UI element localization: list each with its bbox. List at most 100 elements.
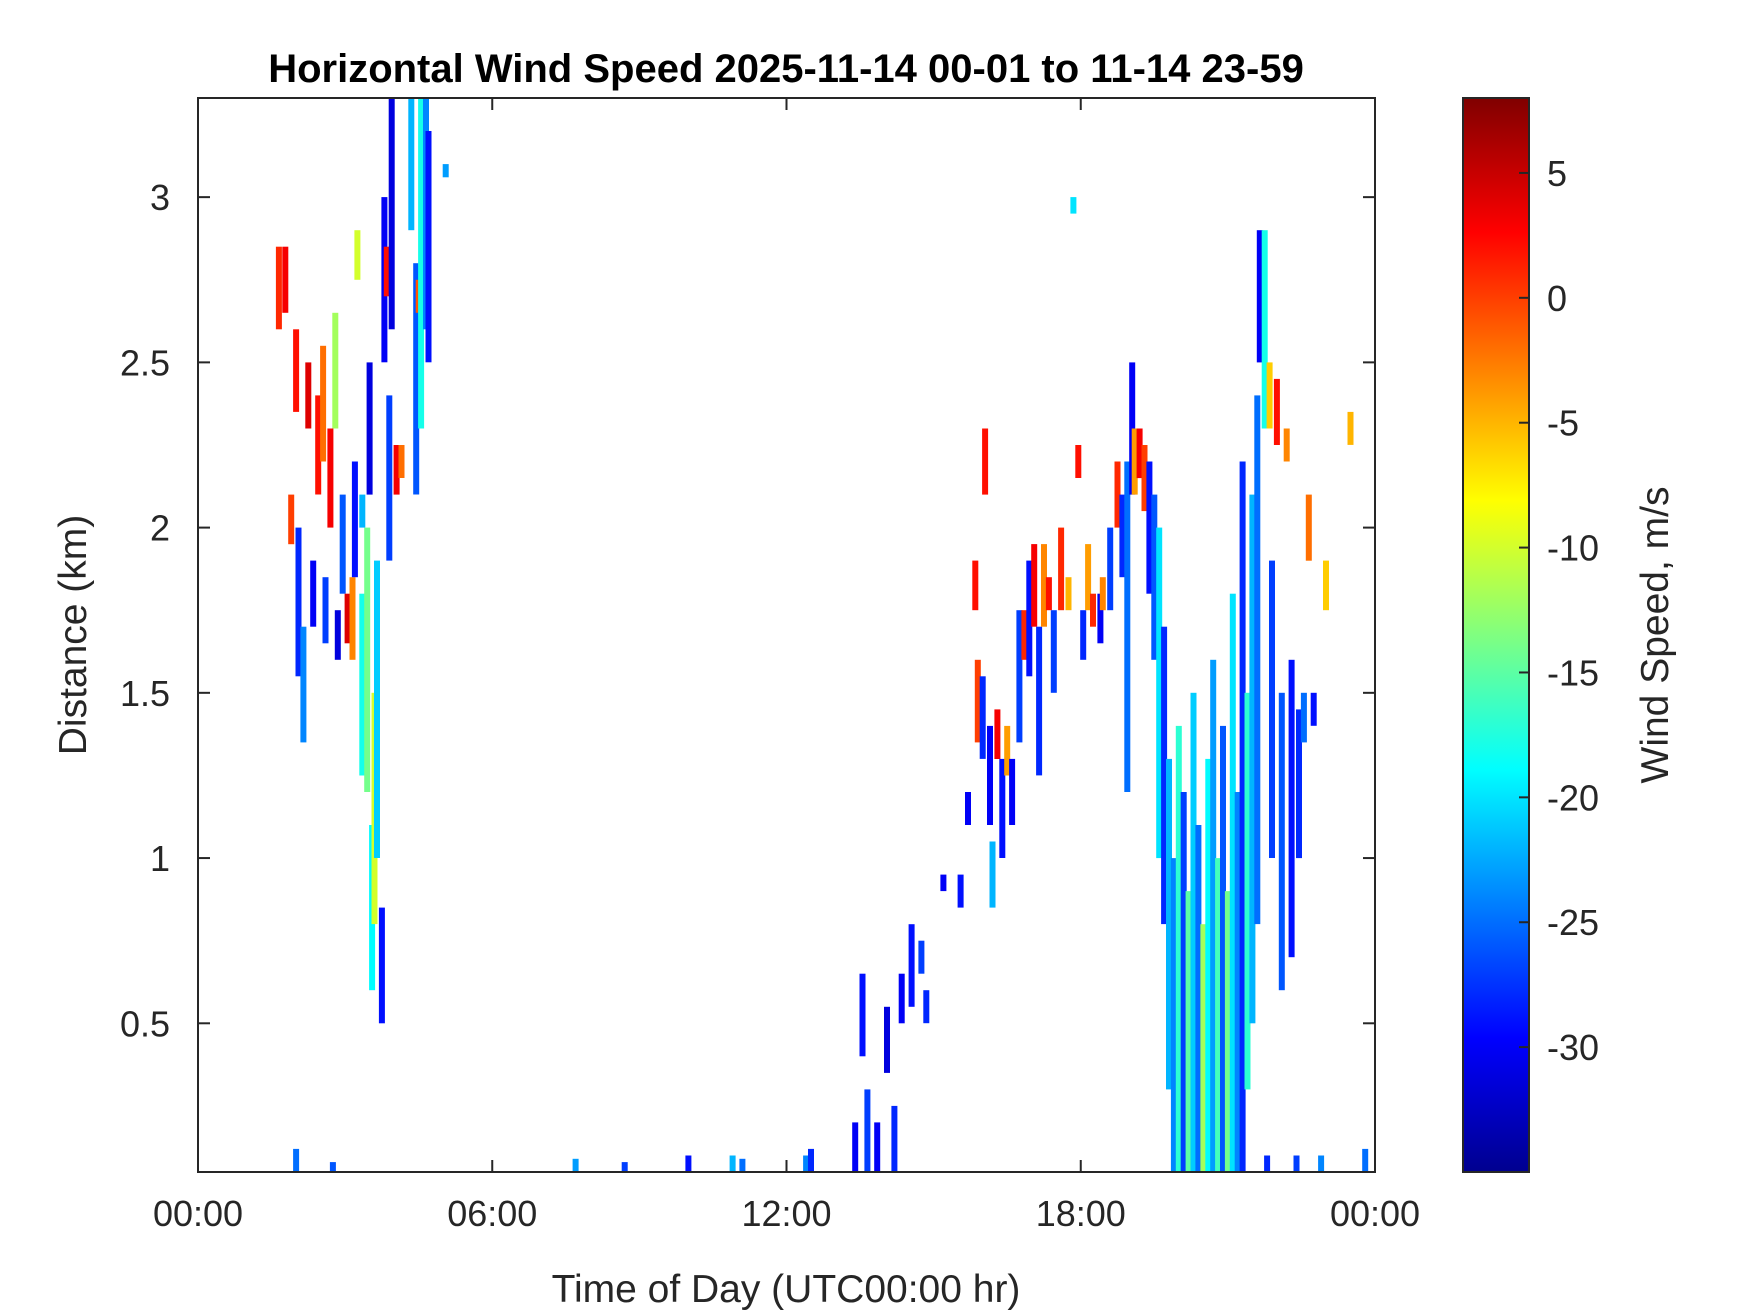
heatmap-cell bbox=[685, 1155, 692, 1172]
heatmap-cell bbox=[1264, 1155, 1271, 1172]
heatmap-cell bbox=[1090, 593, 1096, 627]
heatmap-cell bbox=[1045, 577, 1052, 611]
heatmap-cell bbox=[859, 973, 866, 1057]
y-axis-label: Distance (km) bbox=[52, 515, 95, 756]
heatmap-cell bbox=[1016, 610, 1023, 743]
x-axis-ticks: 00:00 06:00 12:00 18:00 00:00 bbox=[153, 98, 1420, 1234]
heatmap-cell bbox=[393, 445, 400, 495]
heatmap-cell bbox=[987, 725, 993, 825]
heatmap-cell bbox=[1161, 626, 1168, 925]
heatmap-cell bbox=[1323, 560, 1329, 611]
heatmap-cell bbox=[378, 907, 385, 1024]
heatmap-cell bbox=[334, 610, 341, 660]
heatmap-cell bbox=[572, 1158, 579, 1172]
heatmap-cell bbox=[1124, 461, 1131, 792]
heatmap-cell bbox=[898, 973, 905, 1024]
heatmap-cell bbox=[275, 246, 282, 330]
x-tick-label: 18:00 bbox=[1036, 1193, 1126, 1234]
heatmap-cell bbox=[1119, 494, 1126, 578]
heatmap-cell bbox=[408, 98, 415, 231]
heatmap-cell bbox=[1146, 461, 1153, 594]
heatmap-cell bbox=[1097, 593, 1104, 644]
y-tick-label: 2.5 bbox=[120, 342, 170, 383]
colorbar-tick-label: -25 bbox=[1547, 902, 1599, 943]
heatmap-cell bbox=[327, 428, 334, 528]
heatmap-cell bbox=[418, 98, 425, 429]
heatmap-cell bbox=[1136, 428, 1143, 479]
heatmap-cell bbox=[874, 1122, 881, 1172]
y-tick-label: 2 bbox=[150, 508, 170, 549]
heatmap-cell bbox=[322, 577, 329, 644]
heatmap-cell bbox=[957, 874, 964, 908]
x-tick-label: 00:00 bbox=[153, 1193, 243, 1234]
heatmap-cell bbox=[1050, 610, 1057, 693]
heatmap-cell bbox=[1170, 858, 1177, 1172]
heatmap-cell bbox=[1256, 230, 1263, 363]
heatmap-cell bbox=[1310, 692, 1317, 726]
y-tick-label: 1.5 bbox=[120, 673, 170, 714]
heatmap-cell bbox=[315, 395, 322, 495]
heatmap-cell bbox=[1210, 659, 1217, 1172]
heatmap-cell bbox=[1185, 891, 1192, 1172]
colorbar-label: Wind Speed, m/s bbox=[1634, 487, 1677, 784]
heatmap-cell bbox=[1075, 445, 1082, 478]
heatmap-cell bbox=[1224, 891, 1231, 1172]
heatmap-cell bbox=[1249, 494, 1256, 1024]
heatmap-cell bbox=[1288, 659, 1295, 958]
heatmap-cell bbox=[1009, 758, 1016, 825]
heatmap-cell bbox=[908, 924, 915, 1007]
heatmap-cell bbox=[1215, 858, 1222, 1172]
heatmap-cell bbox=[1220, 725, 1226, 1172]
heatmap-cell bbox=[359, 494, 366, 528]
heatmap-cell bbox=[344, 593, 351, 644]
heatmap-cell bbox=[1166, 758, 1172, 1090]
heatmap-cell bbox=[329, 1162, 336, 1172]
heatmap-cell bbox=[1036, 626, 1043, 776]
heatmap-cell bbox=[288, 494, 295, 545]
colorbar-tick-label: -10 bbox=[1547, 528, 1599, 569]
heatmap-cell bbox=[999, 758, 1006, 858]
heatmap-cell bbox=[1283, 428, 1290, 462]
heatmap-cell bbox=[1031, 544, 1038, 627]
heatmap-cell bbox=[1080, 610, 1087, 660]
heatmap-cell bbox=[1318, 1155, 1325, 1172]
y-tick-label: 0.5 bbox=[120, 1003, 170, 1044]
heatmap-cell bbox=[398, 445, 405, 478]
heatmap-cell bbox=[891, 1105, 898, 1172]
heatmap-cell bbox=[1300, 692, 1307, 743]
heatmap-cell bbox=[923, 990, 930, 1024]
heatmap-cell bbox=[295, 527, 302, 677]
x-axis-label: Time of Day (UTC00:00 hr) bbox=[552, 1268, 1021, 1311]
heatmap-cell bbox=[1229, 593, 1236, 1172]
heatmap-cell bbox=[282, 246, 289, 313]
heatmap-cell bbox=[1131, 428, 1138, 495]
colorbar bbox=[1462, 97, 1530, 1173]
heatmap-cell bbox=[320, 345, 327, 462]
heatmap-cell bbox=[852, 1122, 859, 1172]
heatmap-cell bbox=[940, 874, 947, 892]
colorbar-tick-label: -20 bbox=[1547, 777, 1599, 818]
x-tick-label: 06:00 bbox=[447, 1193, 537, 1234]
heatmap-cell bbox=[1305, 494, 1312, 561]
colorbar-ticks: 5 0 -5 -10 -15 -20 -25 -30 bbox=[1519, 153, 1599, 1068]
y-tick-label: 3 bbox=[150, 177, 170, 218]
heatmap-cell bbox=[332, 312, 339, 429]
heatmap-cell bbox=[1293, 1155, 1300, 1172]
heatmap-cell bbox=[386, 395, 393, 561]
heatmap-cell bbox=[1244, 692, 1251, 1090]
heatmap-cell bbox=[729, 1155, 736, 1172]
heatmap-cell bbox=[965, 792, 971, 825]
heatmap-cell bbox=[1175, 725, 1182, 1172]
heatmap-cell bbox=[1239, 461, 1246, 1172]
heatmap-cell bbox=[305, 362, 312, 429]
heatmap-cell bbox=[1099, 577, 1106, 611]
heatmap-cell bbox=[1200, 924, 1207, 1172]
heatmap-cell bbox=[388, 98, 395, 330]
heatmap-cell bbox=[1205, 758, 1212, 1172]
heatmap-cell bbox=[974, 659, 981, 743]
heatmap-cell bbox=[349, 577, 356, 660]
colorbar-tick-label: -30 bbox=[1547, 1027, 1599, 1068]
heatmap-cell bbox=[293, 329, 300, 412]
heatmap-cell bbox=[359, 593, 366, 776]
